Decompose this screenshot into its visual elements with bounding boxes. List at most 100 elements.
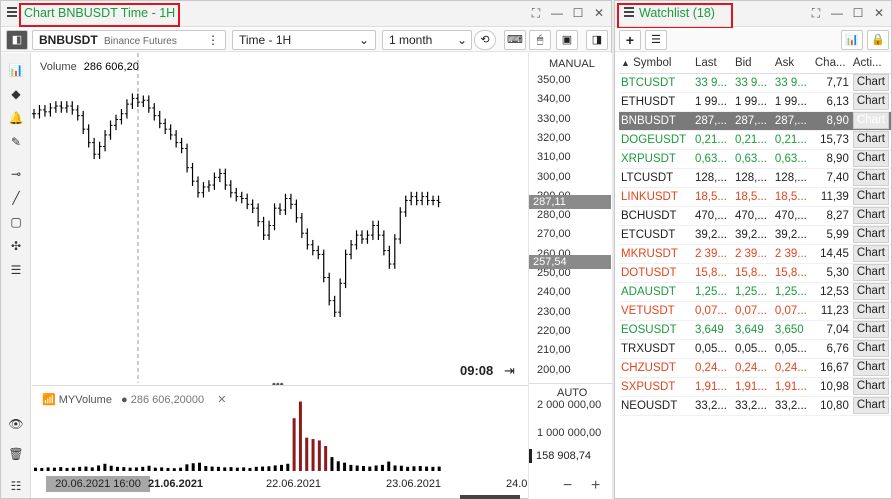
price-bar — [431, 195, 436, 206]
watchlist-row[interactable]: ADAUSDT 1,25... 1,25... 1,25... 12,53 Chart — [619, 282, 891, 302]
close-icon[interactable]: ✕ — [593, 6, 605, 20]
close-icon[interactable]: ✕ — [873, 6, 885, 20]
scale-mode-label[interactable]: MANUAL — [549, 58, 595, 70]
list-icon[interactable]: ☰ — [645, 30, 667, 50]
watchlist-row[interactable]: LINKUSDT 18,5... 18,5... 18,5... 11,39 Chart — [619, 187, 891, 207]
minimize-icon[interactable]: — — [551, 6, 563, 20]
keyboard-icon[interactable]: ⌨ — [504, 30, 526, 50]
open-chart-button[interactable]: Chart — [852, 397, 889, 414]
trend-line-icon[interactable]: ╱ — [12, 191, 20, 205]
watchlist-row[interactable]: BNBUSDT 287,... 287,... 287,... 8,90 Chart — [619, 111, 891, 131]
open-chart-button[interactable]: Chart — [852, 93, 889, 110]
price-bar — [124, 99, 129, 119]
expand-icon[interactable]: ⛶ — [531, 6, 541, 20]
mouse-icon[interactable]: 🖱 — [529, 30, 551, 50]
open-chart-button[interactable]: Chart — [852, 302, 889, 319]
open-chart-button[interactable]: Chart — [852, 169, 889, 186]
zoom-in-icon[interactable]: + — [591, 477, 601, 494]
watchlist-row[interactable]: SXPUSDT 1,91... 1,91... 1,91... 10,98 Chart — [619, 377, 891, 397]
eye-icon[interactable]: 👁 — [8, 417, 24, 431]
open-chart-button[interactable]: Chart — [852, 112, 889, 129]
menu-icon[interactable] — [7, 7, 17, 17]
text-list-icon[interactable]: ☰ — [10, 263, 22, 277]
open-chart-button[interactable]: Chart — [852, 340, 889, 357]
watchlist-row[interactable]: ETCUSDT 39,2... 39,2... 39,2... 5,99 Chart — [619, 225, 891, 245]
open-chart-button[interactable]: Chart — [852, 245, 889, 262]
open-chart-button[interactable]: Chart — [852, 226, 889, 243]
timeframe-select[interactable]: Time - 1H ⌄ — [232, 30, 376, 50]
layers-icon[interactable]: ◆ — [11, 87, 21, 101]
watchlist-row[interactable]: NEOUSDT 33,2... 33,2... 33,2... 10,80 Chart — [619, 396, 891, 416]
horizontal-scrollbar[interactable] — [460, 495, 520, 499]
volume-bar — [71, 467, 75, 471]
replay-icon[interactable]: ⟲ — [474, 30, 496, 50]
add-icon[interactable]: + — [619, 30, 641, 50]
close-indicator-icon[interactable]: ✕ — [217, 394, 227, 406]
expand-icon[interactable]: ⛶ — [811, 6, 821, 20]
horizontal-line-icon[interactable]: ⊸ — [10, 167, 22, 181]
chart-area[interactable]: Volume 286 606,20 09:08 ⇥ ••• 📶 MYVolume… — [32, 53, 613, 499]
watchlist-row[interactable]: MKRUSDT 2 39... 2 39... 2 39... 14,45 Chart — [619, 244, 891, 264]
price-axis[interactable]: MANUAL 350,00 340,00 330,00 320,00 310,00 300… — [528, 53, 613, 499]
column-header[interactable]: Last — [692, 54, 733, 74]
watchlist-row[interactable]: DOGEUSDT 0,21... 0,21... 0,21... 15,73 Chart — [619, 130, 891, 150]
watchlist-row[interactable]: BTCUSDT 33 9... 33 9... 33 9... 7,71 Chart — [619, 73, 891, 93]
open-chart-button[interactable]: Chart — [852, 207, 889, 224]
column-header[interactable]: ▲ Symbol — [619, 54, 693, 74]
price-bar — [250, 199, 255, 213]
lock-icon[interactable]: 🔒 — [867, 30, 889, 50]
panel-toggle-icon[interactable]: ◧ — [6, 30, 28, 50]
bookmark-icon[interactable]: ▣ — [556, 30, 578, 50]
sub-scale-mode-label[interactable]: AUTO — [557, 387, 588, 399]
watchlist-row[interactable]: XRPUSDT 0,63... 0,63... 0,63... 8,90 Chart — [619, 149, 891, 169]
watchlist-row[interactable]: EOSUSDT 3,649 3,649 3,650 7,04 Chart — [619, 320, 891, 340]
price-bar — [206, 180, 211, 192]
column-header[interactable]: Ask — [772, 54, 813, 74]
scroll-to-end-icon[interactable]: ⇥ — [504, 363, 515, 378]
rectangle-icon[interactable]: ▢ — [10, 215, 22, 229]
menu-icon[interactable] — [624, 7, 634, 17]
trash-icon[interactable]: 🗑 — [8, 447, 24, 461]
open-chart-button[interactable]: Chart — [852, 378, 889, 395]
pencil-icon[interactable]: ✎ — [10, 135, 22, 149]
open-chart-button[interactable]: Chart — [852, 188, 889, 205]
open-chart-button[interactable]: Chart — [852, 150, 889, 167]
minimize-icon[interactable]: — — [831, 6, 843, 20]
object-list-icon[interactable]: ☷ — [10, 479, 22, 493]
open-chart-button[interactable]: Chart — [852, 264, 889, 281]
watchlist-row[interactable]: BCHUSDT 470,... 470,... 470,... 8,27 Chart — [619, 206, 891, 226]
column-header[interactable]: Cha... — [812, 54, 851, 74]
watchlist-row[interactable]: TRXUSDT 0,05... 0,05... 0,05... 6,76 Chart — [619, 339, 891, 359]
open-chart-button[interactable]: Chart — [852, 321, 889, 338]
column-header[interactable]: Acti... — [850, 54, 891, 74]
zoom-out-icon[interactable]: − — [563, 477, 573, 494]
watchlist-row[interactable]: DOTUSDT 15,8... 15,8... 15,8... 5,30 Chart — [619, 263, 891, 283]
open-chart-button[interactable]: Chart — [852, 283, 889, 300]
watchlist-row[interactable]: VETUSDT 0,07... 0,07... 0,07... 11,23 Chart — [619, 301, 891, 321]
maximize-icon[interactable]: ☐ — [852, 6, 864, 20]
indicators-icon[interactable]: 📊 — [8, 63, 24, 77]
price-bar — [305, 228, 310, 250]
chart-icon[interactable]: 📊 — [841, 30, 863, 50]
fibonacci-icon[interactable]: ✣ — [10, 239, 22, 253]
more-icon[interactable]: ⋮ — [207, 33, 219, 47]
volume-chart[interactable] — [32, 393, 528, 473]
range-select[interactable]: 1 month ⌄ — [382, 30, 472, 50]
open-chart-button[interactable]: Chart — [852, 74, 889, 91]
watchlist-row[interactable]: ETHUSDT 1 99... 1 99... 1 99... 6,13 Chart — [619, 92, 891, 112]
price-chart[interactable] — [32, 53, 528, 383]
watchlist-row[interactable]: LTCUSDT 128,... 128,... 128,... 7,40 Chart — [619, 168, 891, 188]
price-axis-label: 210,00 — [537, 344, 571, 357]
date-axis[interactable]: 20.06.2021 16:00 21.06.2021 22.06.2021 2… — [32, 473, 528, 495]
open-chart-button[interactable]: Chart — [852, 359, 889, 376]
watchlist-row[interactable]: CHZUSDT 0,24... 0,24... 0,24... 16,67 Chart — [619, 358, 891, 378]
sidebar-toggle-icon[interactable]: ◨ — [586, 30, 608, 50]
price-bar — [321, 249, 326, 283]
cell-change: 15,73 — [812, 130, 851, 150]
symbol-selector[interactable]: BNBUSDT Binance Futures ⋮ — [32, 30, 226, 50]
open-chart-button[interactable]: Chart — [852, 131, 889, 148]
column-header[interactable]: Bid — [732, 54, 773, 74]
price-bar — [103, 130, 108, 152]
alert-bell-icon[interactable]: 🔔 — [8, 111, 24, 125]
maximize-icon[interactable]: ☐ — [572, 6, 584, 20]
